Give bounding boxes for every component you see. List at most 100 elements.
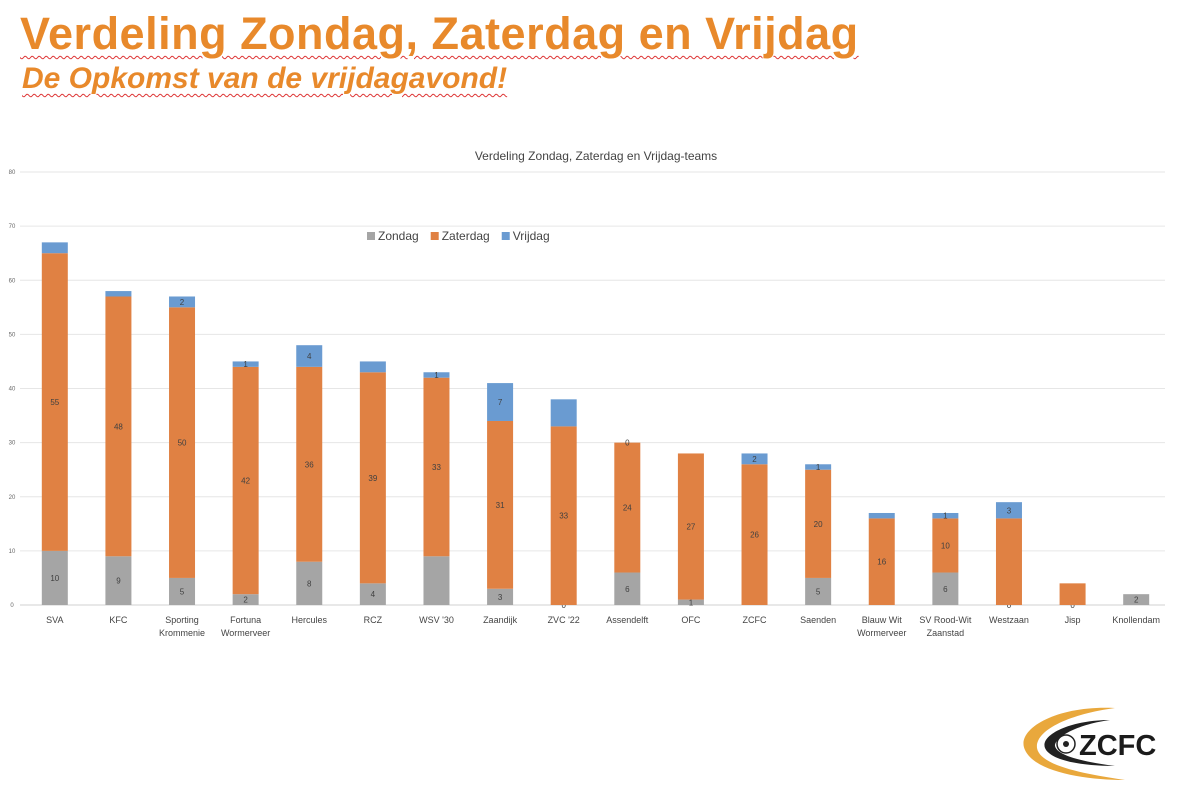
data-label: 36: [305, 460, 314, 469]
data-label: 0: [1007, 601, 1012, 610]
legend-swatch-zondag: [367, 232, 375, 240]
bar-zaterdag: [1059, 583, 1086, 605]
data-label: 7: [498, 398, 503, 407]
slide-subtitle: De Opkomst van de vrijdagavond!: [22, 62, 508, 95]
data-label: 2: [243, 596, 248, 605]
legend-label: Vrijdag: [513, 229, 550, 243]
bar-zondag: [932, 572, 959, 605]
y-tick-label: 0: [10, 603, 14, 609]
x-tick-label: Fortuna: [230, 615, 261, 625]
bar-vrijdag: [232, 361, 259, 367]
bar-zaterdag: [232, 366, 259, 595]
bar-zaterdag: [105, 296, 132, 557]
data-label: 1: [816, 463, 821, 472]
data-label: 39: [368, 474, 377, 483]
data-label: 5: [816, 587, 821, 596]
bar-vrijdag: [423, 372, 450, 378]
x-tick-label: Assendelft: [606, 615, 649, 625]
data-label: 20: [814, 520, 823, 529]
y-tick-label: 70: [9, 224, 16, 230]
data-label: 2: [752, 455, 757, 464]
bar-vrijdag: [741, 453, 768, 465]
bar-vrijdag: [41, 242, 68, 254]
bar-zondag: [677, 599, 704, 605]
x-tick-label: Blauw Wit: [862, 615, 903, 625]
data-label: 0: [1070, 601, 1075, 610]
data-label: 50: [178, 439, 187, 448]
stacked-bar-chart: Verdeling Zondag, Zaterdag en Vrijdag-te…: [9, 149, 1165, 638]
data-label: 1: [943, 512, 948, 521]
data-label: 55: [50, 398, 59, 407]
bar-vrijdag: [296, 345, 323, 367]
bar-vrijdag: [932, 512, 959, 519]
bar-zaterdag: [805, 469, 832, 578]
bar-zaterdag: [677, 453, 704, 600]
bar-zaterdag: [614, 442, 641, 573]
x-tick-label: SVA: [46, 615, 63, 625]
data-label: 2: [1134, 596, 1139, 605]
x-tick-label: WSV '30: [419, 615, 454, 625]
bar-zondag: [232, 594, 259, 605]
y-tick-label: 10: [9, 549, 16, 555]
bar-zaterdag: [487, 420, 514, 589]
bar-zondag: [169, 577, 196, 605]
bar-zaterdag: [169, 307, 196, 578]
chart-title: Verdeling Zondag, Zaterdag en Vrijdag-te…: [475, 149, 717, 163]
bar-zondag: [423, 556, 450, 605]
legend-label: Zondag: [378, 229, 419, 243]
bar-zaterdag: [741, 464, 768, 605]
data-label: 1: [243, 360, 248, 369]
data-label: 27: [686, 523, 695, 532]
x-tick-label: RCZ: [364, 615, 383, 625]
logo-text: ZCFC: [1079, 730, 1156, 762]
bar-vrijdag: [805, 464, 832, 470]
data-label: 33: [559, 512, 568, 521]
data-label: 0: [561, 601, 566, 610]
bar-vrijdag: [995, 502, 1022, 519]
data-label: 6: [625, 585, 630, 594]
bar-zondag: [487, 588, 514, 605]
bar-vrijdag: [868, 512, 895, 519]
x-tick-label: Zaandijk: [483, 615, 518, 625]
data-label: 5: [180, 587, 185, 596]
x-tick-label: ZCFC: [743, 615, 767, 625]
x-tick-label: Saenden: [800, 615, 836, 625]
data-label: 24: [623, 504, 632, 513]
data-label: 0: [625, 439, 630, 448]
bar-zondag: [805, 577, 832, 605]
x-tick-label: Wormerveer: [857, 628, 906, 638]
x-tick-label: Jisp: [1065, 615, 1081, 625]
data-label: 10: [941, 541, 950, 550]
x-tick-label: Knollendam: [1112, 615, 1160, 625]
legend-label: Zaterdag: [442, 229, 490, 243]
bar-zaterdag: [995, 518, 1022, 605]
y-tick-label: 50: [9, 332, 16, 338]
data-label: 3: [498, 593, 503, 602]
y-tick-label: 30: [9, 441, 16, 447]
data-label: 42: [241, 477, 250, 486]
data-label: 9: [116, 577, 121, 586]
y-tick-label: 60: [9, 278, 16, 284]
bar-zaterdag: [868, 518, 895, 605]
bar-zaterdag: [423, 377, 450, 557]
data-label: 4: [307, 352, 312, 361]
bar-zondag: [41, 550, 68, 605]
data-label: 10: [50, 574, 59, 583]
data-label: 2: [180, 298, 185, 307]
bar-vrijdag: [169, 296, 196, 308]
data-label: 48: [114, 422, 123, 431]
x-tick-label: Westzaan: [989, 615, 1029, 625]
bar-zaterdag: [359, 372, 386, 584]
x-tick-label: SV Rood-Wit: [919, 615, 972, 625]
bar-zaterdag: [296, 366, 323, 562]
data-label: 6: [943, 585, 948, 594]
bar-zondag: [1123, 594, 1150, 605]
bar-vrijdag: [105, 291, 132, 297]
x-tick-label: Zaanstad: [927, 628, 965, 638]
data-label: 26: [750, 531, 759, 540]
x-tick-label: OFC: [681, 615, 700, 625]
data-label: 16: [877, 558, 886, 567]
x-tick-label: Sporting: [165, 615, 199, 625]
bar-zondag: [614, 572, 641, 605]
x-tick-label: KFC: [109, 615, 128, 625]
